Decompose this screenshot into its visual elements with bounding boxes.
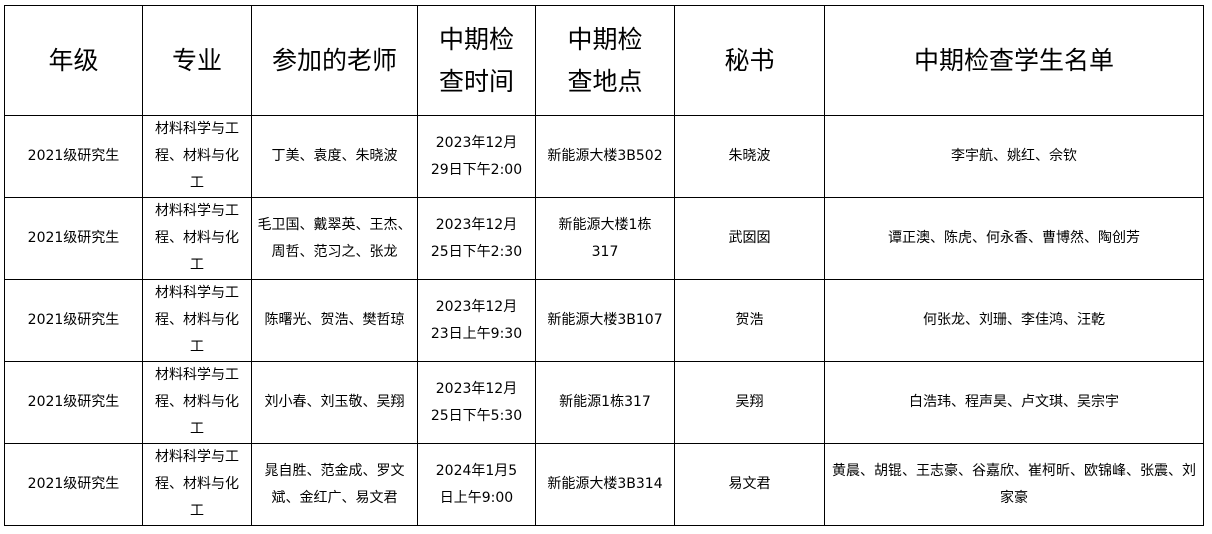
place-cell: 新能源大楼3B107 — [535, 279, 675, 362]
grade-cell: 2021级研究生 — [4, 115, 143, 198]
place-cell: 新能源1栋317 — [535, 361, 675, 444]
grade-cell: 2021级研究生 — [4, 279, 143, 362]
major-cell: 材料科学与工程、材料与化工 — [142, 361, 252, 444]
time-cell: 2023年12月25日下午5:30 — [417, 361, 536, 444]
major-cell: 材料科学与工程、材料与化工 — [142, 197, 252, 280]
grade-cell: 2021级研究生 — [4, 361, 143, 444]
students-cell: 谭正澳、陈虎、何永香、曹博然、陶创芳 — [824, 197, 1204, 280]
time-cell: 2023年12月25日下午2:30 — [417, 197, 536, 280]
place-cell: 新能源大楼1栋317 — [535, 197, 675, 280]
inspection-table: 年级 专业 参加的老师 中期检查时间 中期检查地点 秘书 中期检查学生名单 20… — [4, 5, 1204, 526]
header-time: 中期检查时间 — [417, 5, 536, 116]
header-place: 中期检查地点 — [535, 5, 675, 116]
time-cell: 2023年12月29日下午2:00 — [417, 115, 536, 198]
table-row: 2021级研究生 材料科学与工程、材料与化工 刘小春、刘玉敬、吴翔 2023年12月2… — [4, 361, 1204, 444]
students-cell: 何张龙、刘珊、李佳鸿、汪乾 — [824, 279, 1204, 362]
header-major: 专业 — [142, 5, 252, 116]
major-cell: 材料科学与工程、材料与化工 — [142, 443, 252, 526]
table-row: 2021级研究生 材料科学与工程、材料与化工 毛卫国、戴翠英、王杰、周哲、范习之、张… — [4, 197, 1204, 280]
secretary-cell: 吴翔 — [674, 361, 825, 444]
teachers-cell: 丁美、袁度、朱晓波 — [251, 115, 418, 198]
header-row: 年级 专业 参加的老师 中期检查时间 中期检查地点 秘书 中期检查学生名单 — [4, 5, 1204, 116]
secretary-cell: 朱晓波 — [674, 115, 825, 198]
secretary-cell: 武囡囡 — [674, 197, 825, 280]
time-cell: 2024年1月5日上午9:00 — [417, 443, 536, 526]
grade-cell: 2021级研究生 — [4, 197, 143, 280]
header-grade: 年级 — [4, 5, 143, 116]
header-teachers: 参加的老师 — [251, 5, 418, 116]
table-row: 2021级研究生 材料科学与工程、材料与化工 晁自胜、范金成、罗文斌、金红广、易文君… — [4, 443, 1204, 526]
teachers-cell: 毛卫国、戴翠英、王杰、周哲、范习之、张龙 — [251, 197, 418, 280]
header-students: 中期检查学生名单 — [824, 5, 1204, 116]
time-cell: 2023年12月23日上午9:30 — [417, 279, 536, 362]
major-cell: 材料科学与工程、材料与化工 — [142, 279, 252, 362]
teachers-cell: 晁自胜、范金成、罗文斌、金红广、易文君 — [251, 443, 418, 526]
students-cell: 黄晨、胡锟、王志豪、谷嘉欣、崔柯昕、欧锦峰、张震、刘家豪 — [824, 443, 1204, 526]
table-row: 2021级研究生 材料科学与工程、材料与化工 陈曙光、贺浩、樊哲琼 2023年12月2… — [4, 279, 1204, 362]
teachers-cell: 陈曙光、贺浩、樊哲琼 — [251, 279, 418, 362]
grade-cell: 2021级研究生 — [4, 443, 143, 526]
major-cell: 材料科学与工程、材料与化工 — [142, 115, 252, 198]
header-secretary: 秘书 — [674, 5, 825, 116]
teachers-cell: 刘小春、刘玉敬、吴翔 — [251, 361, 418, 444]
place-cell: 新能源大楼3B502 — [535, 115, 675, 198]
secretary-cell: 贺浩 — [674, 279, 825, 362]
students-cell: 白浩玮、程声昊、卢文琪、吴宗宇 — [824, 361, 1204, 444]
students-cell: 李宇航、姚红、佘钦 — [824, 115, 1204, 198]
table-row: 2021级研究生 材料科学与工程、材料与化工 丁美、袁度、朱晓波 2023年12月29… — [4, 115, 1204, 198]
place-cell: 新能源大楼3B314 — [535, 443, 675, 526]
secretary-cell: 易文君 — [674, 443, 825, 526]
